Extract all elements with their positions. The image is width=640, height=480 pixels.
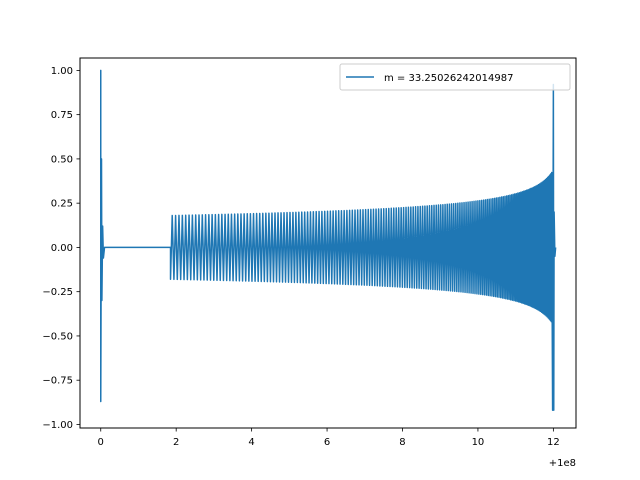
x-tick-label-4: 8 — [399, 437, 405, 448]
x-axis: 0 2 4 6 8 10 12 — [98, 428, 560, 448]
x-offset-label: +1e8 — [549, 458, 576, 469]
x-tick-label-3: 6 — [324, 437, 330, 448]
series-line — [100, 69, 557, 412]
y-tick-label-0: −1.00 — [42, 420, 73, 431]
legend: m = 33.25026242014987 — [339, 63, 571, 91]
y-tick-label-8: 1.00 — [51, 66, 73, 77]
x-tick-label-0: 0 — [98, 437, 104, 448]
y-tick-label-3: −0.25 — [42, 287, 73, 298]
y-tick-label-1: −0.75 — [42, 376, 73, 387]
y-tick-label-7: 0.75 — [51, 110, 73, 121]
x-tick-label-6: 12 — [547, 437, 560, 448]
legend-label: m = 33.25026242014987 — [384, 73, 513, 84]
y-tick-label-5: 0.25 — [51, 199, 73, 210]
axes-frame — [79, 57, 577, 429]
y-tick-label-2: −0.50 — [42, 331, 73, 342]
legend-box — [339, 63, 571, 91]
y-axis: −1.00 −0.75 −0.50 −0.25 0.00 0.25 0.50 0.75 1.00 — [42, 66, 80, 431]
x-tick-label-2: 4 — [248, 437, 254, 448]
y-tick-label-6: 0.50 — [51, 154, 73, 165]
x-tick-label-1: 2 — [173, 437, 179, 448]
y-tick-label-4: 0.00 — [51, 243, 73, 254]
x-tick-label-5: 10 — [472, 437, 485, 448]
plot-area — [100, 69, 557, 412]
